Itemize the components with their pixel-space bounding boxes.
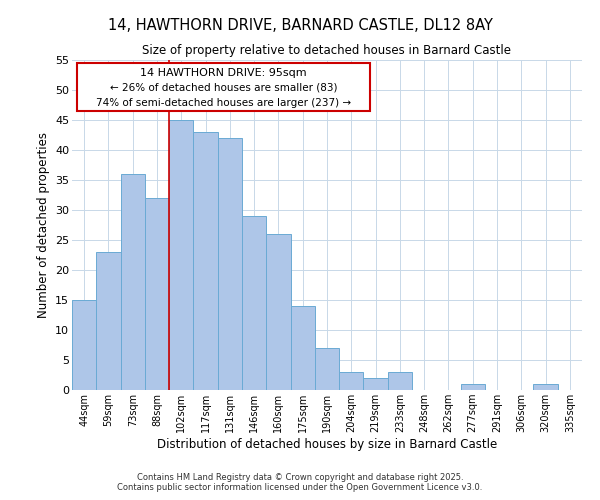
Bar [145,198,169,390]
Title: Size of property relative to detached houses in Barnard Castle: Size of property relative to detached ho… [143,44,511,58]
Bar [169,120,193,390]
X-axis label: Distribution of detached houses by size in Barnard Castle: Distribution of detached houses by size … [157,438,497,451]
Text: 14, HAWTHORN DRIVE, BARNARD CASTLE, DL12 8AY: 14, HAWTHORN DRIVE, BARNARD CASTLE, DL12… [107,18,493,32]
Bar [315,348,339,390]
Bar [461,384,485,390]
Bar [533,384,558,390]
Bar [339,372,364,390]
Text: ← 26% of detached houses are smaller (83): ← 26% of detached houses are smaller (83… [110,82,337,92]
Text: Contains HM Land Registry data © Crown copyright and database right 2025.: Contains HM Land Registry data © Crown c… [137,473,463,482]
Bar [218,138,242,390]
Text: 14 HAWTHORN DRIVE: 95sqm: 14 HAWTHORN DRIVE: 95sqm [140,68,307,78]
Text: Contains public sector information licensed under the Open Government Licence v3: Contains public sector information licen… [118,483,482,492]
Bar [72,300,96,390]
Text: 74% of semi-detached houses are larger (237) →: 74% of semi-detached houses are larger (… [96,98,351,108]
Bar [242,216,266,390]
Bar [193,132,218,390]
FancyBboxPatch shape [77,64,370,111]
Bar [364,378,388,390]
Bar [388,372,412,390]
Y-axis label: Number of detached properties: Number of detached properties [37,132,50,318]
Bar [121,174,145,390]
Bar [290,306,315,390]
Bar [266,234,290,390]
Bar [96,252,121,390]
